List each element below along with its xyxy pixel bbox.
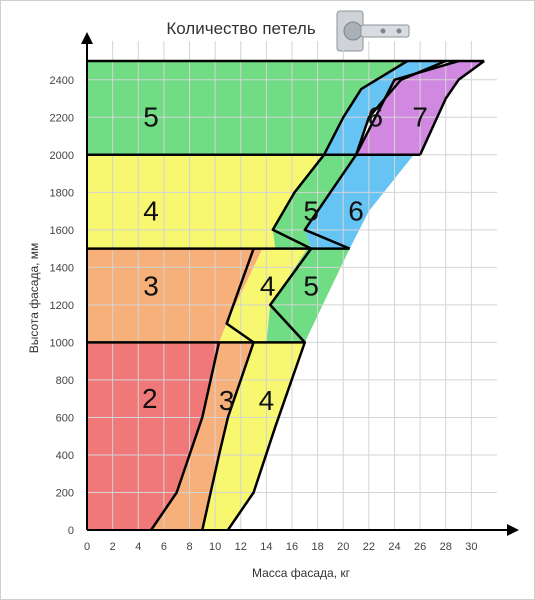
y-tick-label-1800: 1800 (50, 187, 74, 199)
zone-6-label: 5 (303, 270, 319, 301)
x-axis-title: Масса фасада, кг (252, 566, 351, 580)
x-tick-label-30: 30 (465, 541, 477, 553)
zone-2-area (87, 248, 263, 343)
zone-3-label: 4 (259, 385, 275, 416)
x-tick-label-0: 0 (84, 541, 90, 553)
furniture-hinge-icon (336, 10, 410, 52)
x-tick-label-14: 14 (260, 541, 272, 553)
zone-2-label: 3 (143, 270, 159, 301)
y-tick-label-1600: 1600 (50, 225, 74, 237)
y-tick-label-1400: 1400 (50, 262, 74, 274)
zone-3-area (202, 342, 305, 530)
y-tick-label-2200: 2200 (50, 112, 74, 124)
zone-10-label: 6 (367, 102, 383, 133)
axes-layer (81, 32, 519, 536)
y-tick-label-600: 600 (56, 412, 74, 424)
boundary-line-5 (418, 59, 485, 156)
zone-5-label: 4 (143, 195, 159, 226)
zone-10-area (324, 61, 446, 155)
x-tick-label-18: 18 (312, 541, 324, 553)
x-tick-label-8: 8 (186, 541, 192, 553)
x-tick-label-24: 24 (388, 541, 400, 553)
hinge-screw-2 (396, 28, 402, 34)
zone-8-area (87, 61, 408, 155)
zone-0-label: 2 (142, 383, 158, 414)
zone-1-label: 3 (219, 385, 235, 416)
y-tick-label-400: 400 (56, 450, 74, 462)
chart-title: Количество петель (166, 19, 316, 38)
boundary-line-4 (354, 59, 459, 157)
boundary-line-2 (226, 59, 408, 531)
zone-8-label: 5 (143, 102, 159, 133)
zone-9-label: 6 (348, 195, 364, 226)
x-tick-labels: 0 2 4 6 8 10 12 14 16 18 20 22 24 26 28 30 (84, 541, 478, 553)
y-tick-label-2000: 2000 (50, 150, 74, 162)
zone-4-label: 4 (260, 270, 276, 301)
y-tick-label-200: 200 (56, 487, 74, 499)
x-axis-arrow (507, 524, 519, 536)
x-tick-label-4: 4 (135, 541, 141, 553)
x-tick-label-2: 2 (110, 541, 116, 553)
x-tick-label-28: 28 (440, 541, 452, 553)
x-tick-label-22: 22 (363, 541, 375, 553)
zones-layer (87, 61, 485, 530)
hinge-screw-1 (380, 28, 386, 34)
zone-5-area (87, 154, 324, 249)
x-tick-label-20: 20 (337, 541, 349, 553)
zone-11-label: 7 (412, 102, 428, 133)
zone-7-area (272, 154, 357, 249)
y-tick-labels: 0 200 400 600 800 1000 1200 1400 1600 1800 2000 220… (50, 75, 74, 537)
boundary-line-1 (201, 248, 255, 531)
x-tick-label-16: 16 (286, 541, 298, 553)
boundary-line-0 (150, 342, 221, 531)
y-tick-label-1200: 1200 (50, 300, 74, 312)
y-tick-label-0: 0 (68, 525, 74, 537)
x-tick-label-6: 6 (161, 541, 167, 553)
x-tick-label-10: 10 (209, 541, 221, 553)
boundary-lines (150, 59, 485, 531)
x-tick-label-26: 26 (414, 541, 426, 553)
y-tick-label-800: 800 (56, 375, 74, 387)
hinge-cup (343, 21, 363, 41)
zone-9-area (304, 154, 414, 249)
zone-0-area (87, 342, 219, 530)
zone-7-label: 5 (303, 195, 319, 226)
x-tick-label-12: 12 (235, 541, 247, 553)
zone-1-area (151, 342, 254, 530)
y-tick-label-1000: 1000 (50, 337, 74, 349)
y-axis-title: Высота фасада, мм (27, 243, 41, 354)
y-axis-arrow (81, 32, 93, 44)
zone-6-area (266, 248, 350, 343)
y-tick-label-2400: 2400 (50, 75, 74, 87)
